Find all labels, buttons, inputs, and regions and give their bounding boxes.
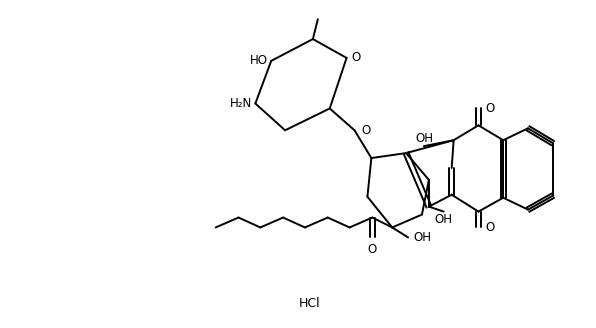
Text: HCl: HCl — [299, 297, 321, 310]
Text: H₂N: H₂N — [230, 97, 252, 110]
Text: OH: OH — [415, 132, 433, 145]
Text: O: O — [352, 51, 361, 64]
Text: O: O — [361, 124, 371, 137]
Text: HO: HO — [250, 54, 268, 67]
Text: O: O — [485, 221, 495, 234]
Text: O: O — [485, 102, 495, 115]
Text: OH: OH — [413, 231, 431, 244]
Text: OH: OH — [434, 213, 453, 226]
Text: O: O — [368, 243, 377, 256]
